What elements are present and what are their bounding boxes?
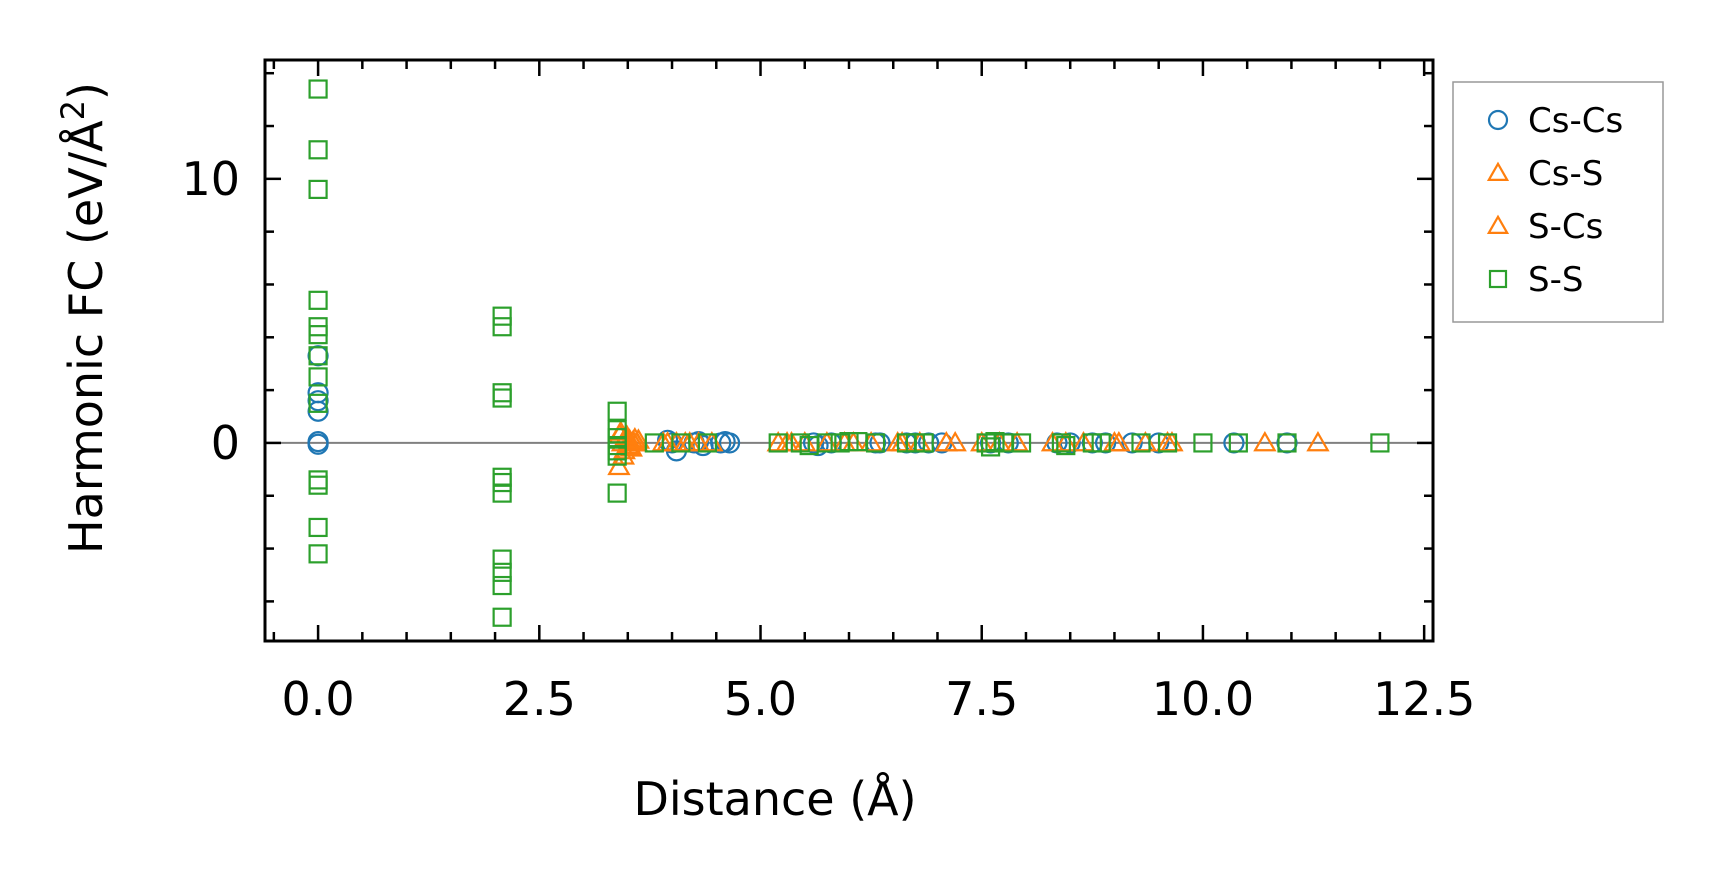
data-point-cs-cs <box>718 432 741 454</box>
data-point-s-s <box>308 325 328 345</box>
data-point-s-s <box>1193 433 1213 453</box>
legend-marker-cs-cs <box>1487 109 1509 131</box>
x-tick-label: 12.5 <box>1373 672 1475 726</box>
data-point-s-s <box>492 388 512 408</box>
legend-marker-s-cs <box>1486 214 1510 234</box>
x-tick-label: 0.0 <box>282 672 355 726</box>
series-s-s <box>308 79 1390 627</box>
x-tick-label: 7.5 <box>945 672 1018 726</box>
y-tick-label: 10 <box>181 152 240 206</box>
data-point-s-s <box>308 290 328 310</box>
legend-frame <box>1452 81 1664 323</box>
data-point-s-s <box>914 433 934 453</box>
data-point-s-s <box>1056 435 1076 456</box>
data-point-s-s <box>308 544 328 564</box>
data-point-s-s <box>1277 433 1297 453</box>
legend-label-s-s: S-S <box>1528 260 1583 300</box>
y-tick-label: 0 <box>211 416 240 470</box>
data-point-s-s <box>1131 433 1151 453</box>
data-point-s-s <box>492 472 512 493</box>
data-point-s-s <box>308 140 328 160</box>
data-point-s-s <box>492 607 512 627</box>
data-point-s-s <box>308 346 328 366</box>
x-tick-label: 5.0 <box>724 672 797 726</box>
data-point-s-s <box>607 401 627 421</box>
data-point-s-s <box>1370 433 1390 453</box>
y-axis-label: Harmonic FC (eV/Å2) <box>54 82 113 554</box>
data-point-s-s <box>492 306 512 326</box>
x-tick-label: 10.0 <box>1152 672 1254 726</box>
plot-frame <box>263 58 1435 643</box>
axis-ticks: 0.0 2.5 5.0 7.5 10.0 12.5 0 10 <box>181 60 1475 726</box>
data-point-cs-cs <box>307 433 329 455</box>
data-points <box>307 79 1390 627</box>
data-point-s-s <box>607 483 627 503</box>
data-point-s-s <box>492 562 512 582</box>
data-point-s-s <box>308 517 328 538</box>
y-axis-label-main: Harmonic FC (eV/Å <box>59 120 113 554</box>
legend: Cs-Cs Cs-S S-Cs S-S <box>1452 81 1664 323</box>
data-point-s-s <box>308 179 328 200</box>
data-point-s-s <box>492 317 512 337</box>
x-tick-label: 2.5 <box>503 672 576 726</box>
data-point-s-cs <box>622 430 646 452</box>
x-axis-label: Distance (Å) <box>633 772 916 826</box>
data-point-s-s <box>492 483 512 503</box>
legend-label-cs-cs: Cs-Cs <box>1528 101 1623 141</box>
y-axis-label-superscript: 2 <box>54 100 92 120</box>
data-point-s-s <box>644 433 664 453</box>
legend-marker-cs-s <box>1486 161 1510 181</box>
data-point-s-s <box>1091 433 1111 453</box>
data-point-cs-cs <box>803 432 825 454</box>
data-point-s-s <box>308 367 328 387</box>
data-point-s-s <box>817 433 837 453</box>
data-point-s-s <box>492 549 512 569</box>
data-point-s-s <box>1011 433 1032 453</box>
data-point-s-s <box>1051 433 1071 453</box>
legend-label-cs-s: Cs-S <box>1528 154 1603 194</box>
data-point-s-s <box>308 393 328 413</box>
data-point-s-s <box>1228 433 1248 453</box>
data-point-s-s <box>697 433 718 453</box>
data-point-s-cs <box>934 430 959 452</box>
data-point-s-s <box>865 433 886 453</box>
legend-marker-s-s <box>1488 269 1508 289</box>
data-point-s-s <box>308 79 328 99</box>
data-point-s-s <box>607 446 627 466</box>
y-axis-label-close: ) <box>59 82 113 100</box>
data-point-cs-s <box>1253 430 1277 452</box>
data-point-s-s <box>768 433 788 453</box>
data-point-s-s <box>1157 433 1178 453</box>
legend-label-s-cs: S-Cs <box>1528 207 1603 247</box>
data-point-cs-s <box>1306 430 1330 452</box>
data-point-s-s <box>671 433 691 453</box>
data-point-s-s <box>492 575 512 596</box>
data-point-s-s <box>308 475 328 495</box>
data-point-s-s <box>980 437 1001 457</box>
